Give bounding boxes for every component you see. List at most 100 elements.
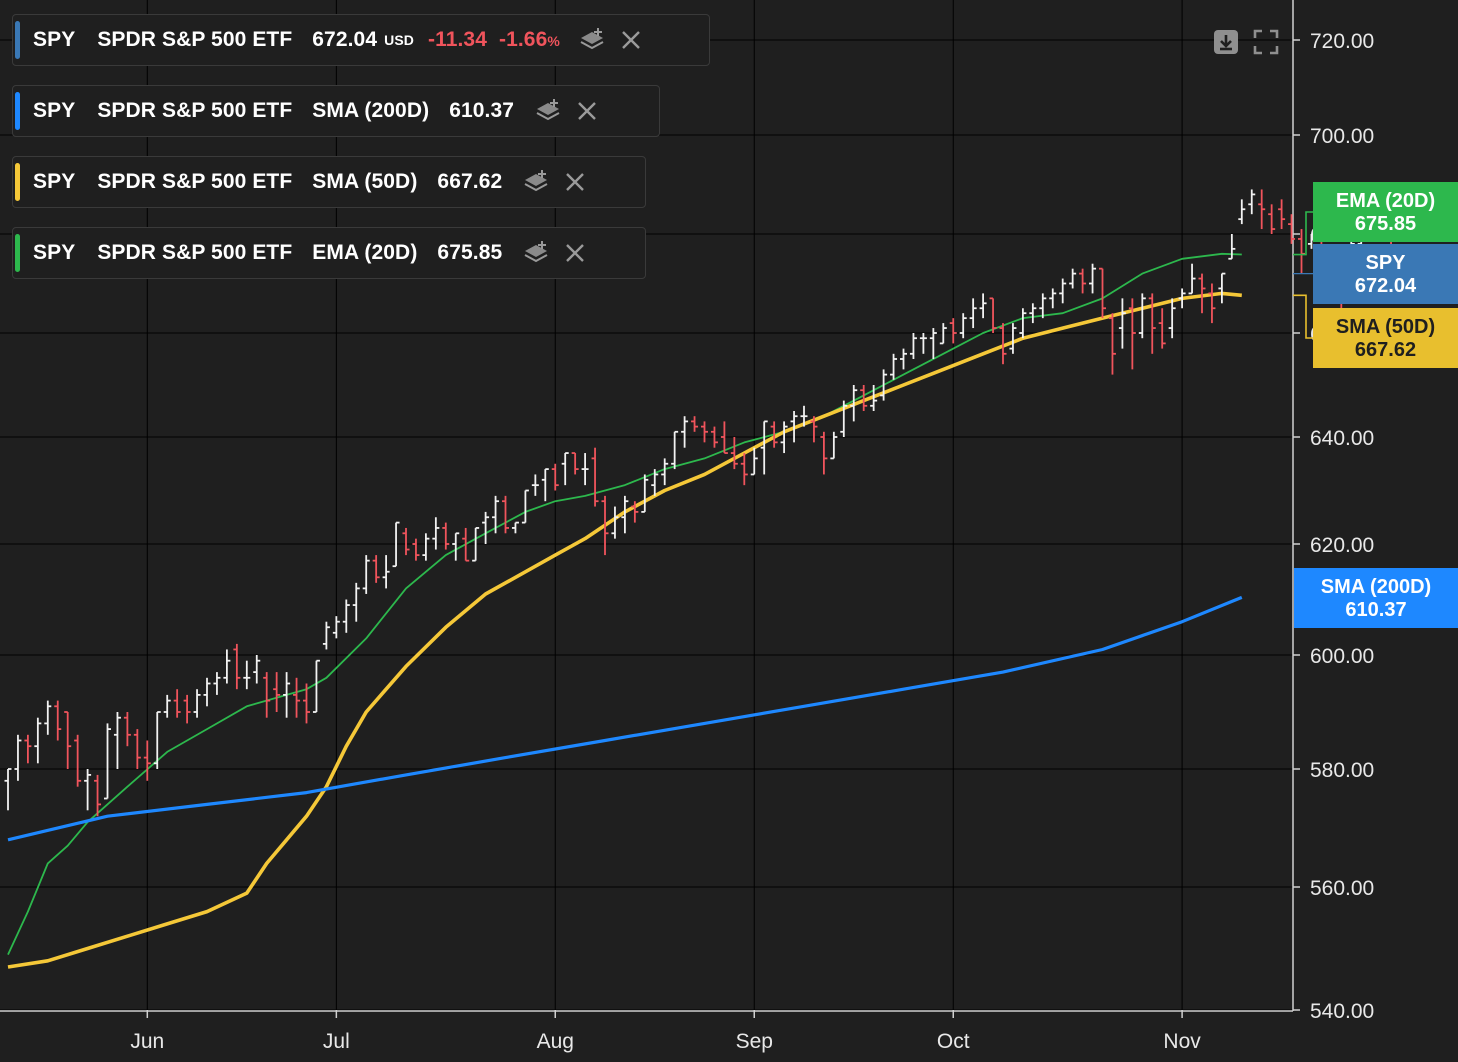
ohlc-bar xyxy=(84,769,92,811)
ohlc-bar xyxy=(4,768,12,811)
ohlc-bar xyxy=(740,453,748,486)
ohlc-bar xyxy=(1069,268,1077,289)
ohlc-bar xyxy=(959,313,967,339)
price-tag-value: 675.85 xyxy=(1355,213,1416,235)
x-tick-label: Jun xyxy=(130,1030,164,1053)
layers-add-icon[interactable] xyxy=(534,97,562,125)
series-line-sma-200d- xyxy=(7,595,1243,842)
ohlc-bar xyxy=(462,527,470,562)
symbol-label: SPY xyxy=(33,241,76,264)
ohlc-bar xyxy=(830,431,838,460)
ohlc-bar xyxy=(730,437,738,470)
currency-unit: USD xyxy=(384,32,414,48)
ohlc-bar xyxy=(153,711,161,769)
ohlc-bar xyxy=(1188,263,1196,295)
ohlc-bar xyxy=(1158,308,1166,349)
x-axis: Jun Jul Aug Sep Oct Nov xyxy=(0,1010,1293,1053)
ohlc-bar xyxy=(820,431,828,475)
grid-lines xyxy=(0,0,1293,1011)
ohlc-bar xyxy=(113,712,121,769)
ohlc-bar xyxy=(123,712,131,747)
ohlc-bar xyxy=(770,421,778,448)
ohlc-bar xyxy=(949,318,957,344)
fullscreen-icon[interactable] xyxy=(1252,28,1280,56)
layers-add-icon[interactable] xyxy=(578,26,606,54)
ohlc-bar xyxy=(531,474,539,496)
x-tick-label: Jul xyxy=(323,1030,350,1053)
ohlc-bar xyxy=(74,734,82,787)
ohlc-bar xyxy=(691,416,699,432)
ohlc-bar xyxy=(482,511,490,544)
ohlc-bar xyxy=(104,723,111,800)
ohlc-bar xyxy=(1059,278,1067,304)
ohlc-bar xyxy=(183,694,191,724)
ohlc-bar xyxy=(919,333,927,354)
ohlc-bar xyxy=(1009,323,1017,354)
security-name: SPDR S&P 500 ETF xyxy=(97,99,293,122)
ohlc-bar xyxy=(173,689,181,718)
ohlc-bar xyxy=(989,297,997,333)
ohlc-bar xyxy=(223,649,231,684)
ohlc-bar xyxy=(24,734,32,764)
ohlc-bar xyxy=(54,700,62,741)
ohlc-bar xyxy=(1118,298,1126,349)
ohlc-bar xyxy=(551,463,559,491)
legend-color-bar xyxy=(15,163,20,201)
ohlc-bar xyxy=(442,522,450,550)
price-tag-sma-50d-: SMA (50D)667.62 xyxy=(1293,294,1458,368)
close-icon[interactable] xyxy=(576,100,598,122)
ohlc-bar xyxy=(561,452,569,486)
ohlc-bar xyxy=(611,506,619,539)
ohlc-bar xyxy=(1099,267,1106,319)
ohlc-bar xyxy=(591,447,599,507)
legend-sma50-row[interactable]: SPY SPDR S&P 500 ETF SMA (50D) 667.62 xyxy=(12,156,646,208)
download-icon[interactable] xyxy=(1212,28,1240,56)
ohlc-bar xyxy=(760,420,768,475)
close-icon[interactable] xyxy=(620,29,642,51)
y-tick-label: 540.00 xyxy=(1310,1000,1374,1023)
ohlc-bar xyxy=(1039,293,1047,319)
y-tick-label: 600.00 xyxy=(1310,645,1374,668)
ohlc-bar xyxy=(412,538,420,561)
close-icon[interactable] xyxy=(564,171,586,193)
x-tick-label: Nov xyxy=(1163,1030,1201,1053)
ohlc-bar xyxy=(840,400,848,437)
close-icon[interactable] xyxy=(564,242,586,264)
ohlc-bar xyxy=(909,333,917,359)
ohlc-bar xyxy=(273,672,281,712)
ohlc-bar xyxy=(203,677,211,707)
ohlc-bar xyxy=(890,353,898,380)
legend-main-row[interactable]: SPY SPDR S&P 500 ETF 672.04 USD -11.34 -… xyxy=(12,14,710,66)
ohlc-bar xyxy=(143,740,151,781)
y-tick-label: 640.00 xyxy=(1310,427,1374,450)
moving-average-lines xyxy=(7,252,1243,969)
last-price: 672.04 xyxy=(312,28,378,51)
y-tick-label: 720.00 xyxy=(1310,30,1374,53)
layers-add-icon[interactable] xyxy=(522,168,550,196)
ohlc-bar xyxy=(1089,263,1097,294)
ohlc-bar xyxy=(372,555,380,583)
ohlc-bar xyxy=(44,700,52,735)
ohlc-bar xyxy=(1138,293,1146,339)
ohlc-bar xyxy=(969,298,977,329)
x-tick-label: Sep xyxy=(736,1030,773,1053)
ohlc-bar xyxy=(263,672,271,718)
ohlc-bar xyxy=(1128,298,1136,370)
ohlc-bar xyxy=(641,474,649,513)
symbol-label: SPY xyxy=(33,170,76,193)
ohlc-bar xyxy=(432,517,440,550)
layers-add-icon[interactable] xyxy=(522,239,550,267)
price-tag-label: EMA (20D) xyxy=(1336,190,1435,212)
indicator-value: 675.85 xyxy=(437,241,503,264)
ohlc-bar xyxy=(303,683,310,724)
ohlc-bar xyxy=(1288,214,1296,244)
ohlc-bar xyxy=(541,468,549,502)
ohlc-bar xyxy=(332,616,340,639)
legend-ema20-row[interactable]: SPY SPDR S&P 500 ETF EMA (20D) 675.85 xyxy=(12,227,646,279)
legend-sma200-row[interactable]: SPY SPDR S&P 500 ETF SMA (200D) 610.37 xyxy=(12,85,660,137)
symbol-label: SPY xyxy=(33,28,76,51)
ohlc-bar xyxy=(1049,288,1057,309)
ohlc-bar xyxy=(780,421,788,454)
ohlc-bar xyxy=(1238,199,1246,225)
